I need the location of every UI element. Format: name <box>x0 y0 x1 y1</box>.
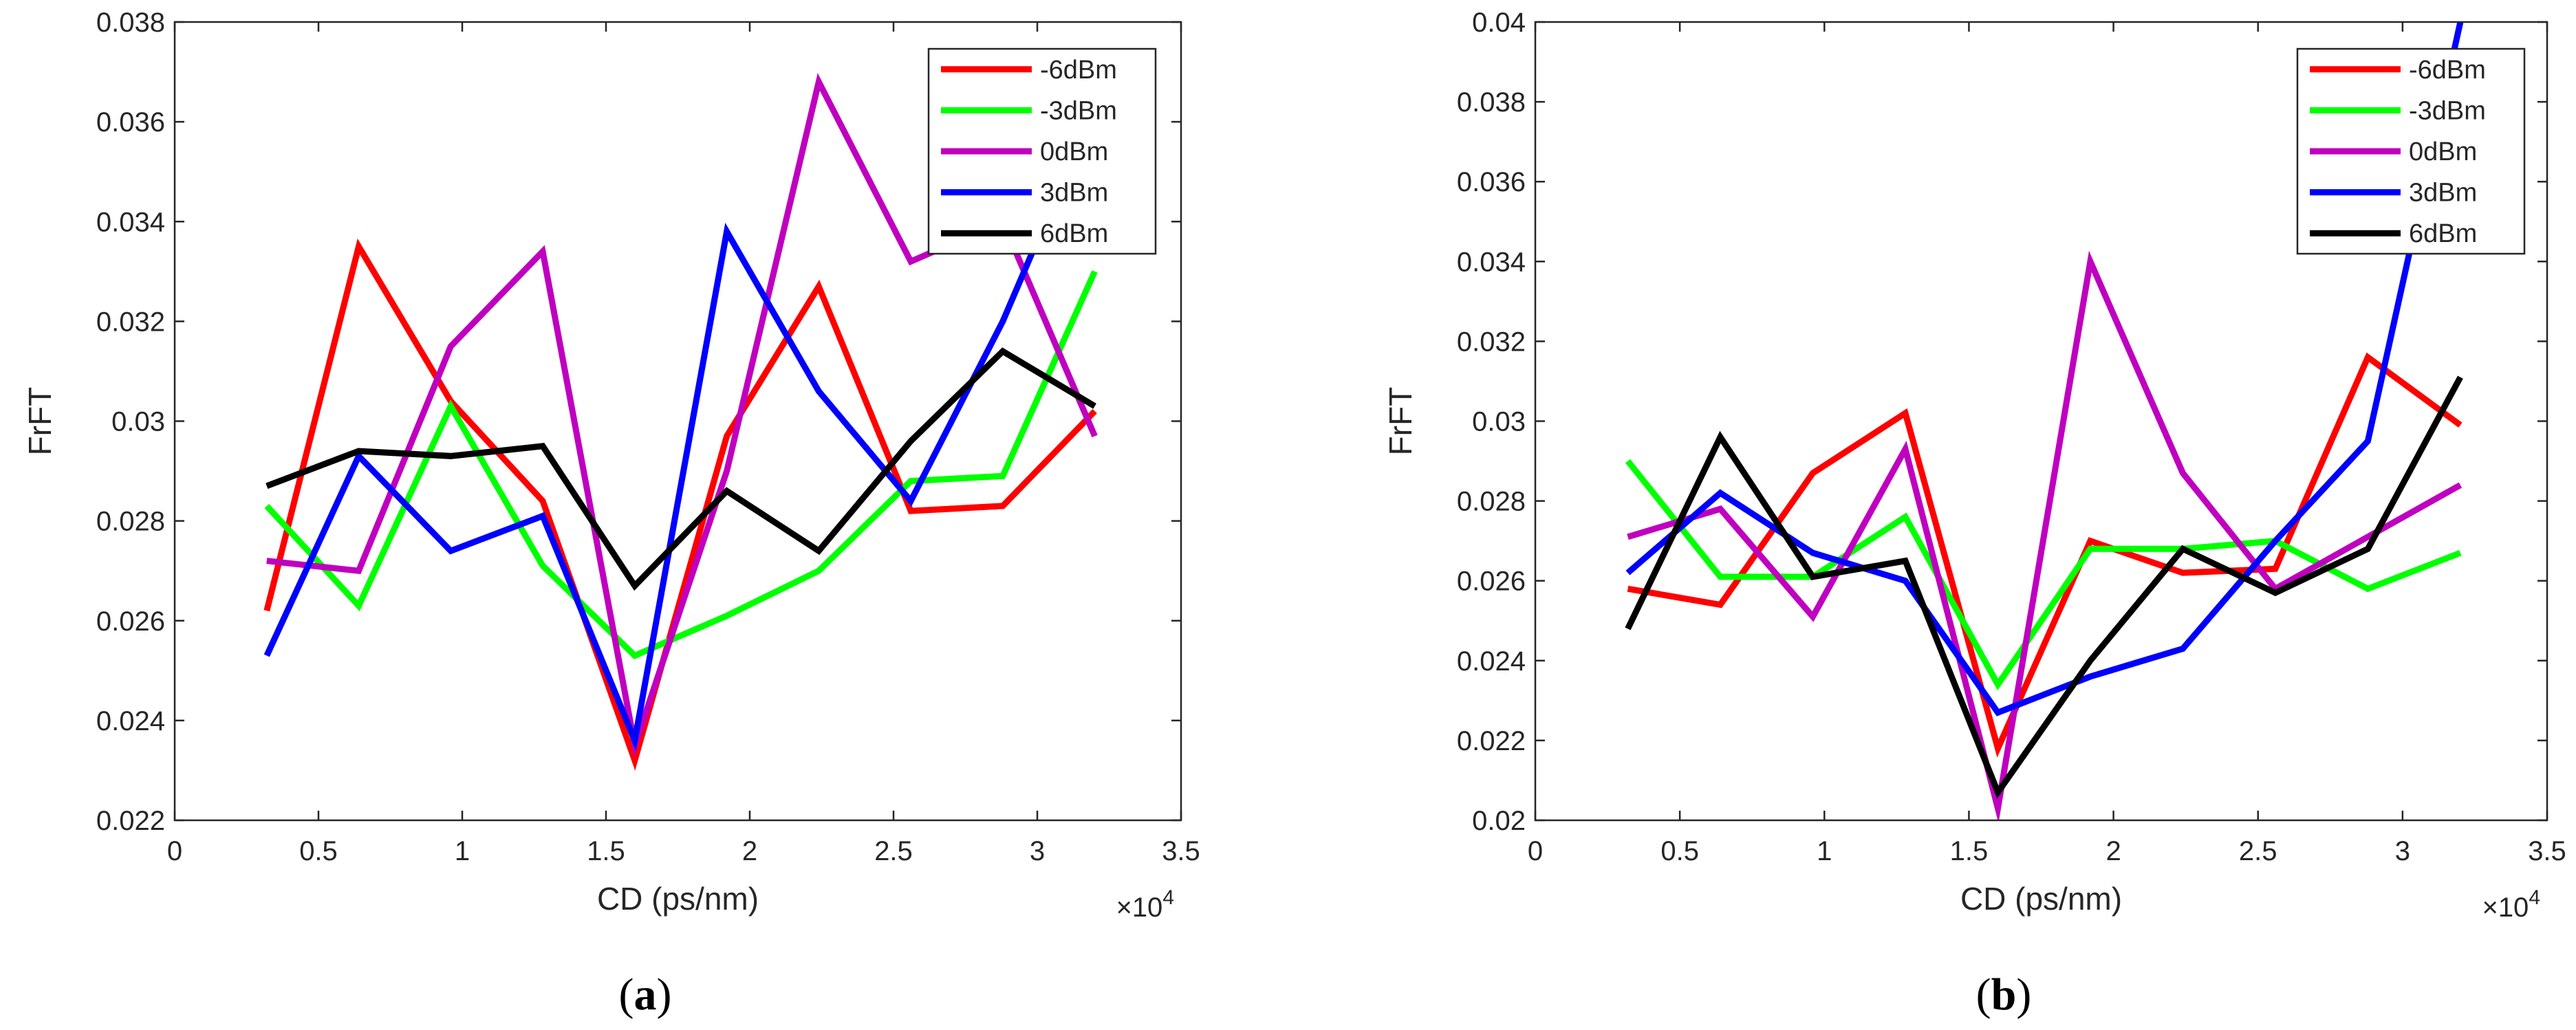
legend-label: -6dBm <box>2409 56 2486 85</box>
y-tick-label: 0.028 <box>96 507 165 537</box>
y-tick-label: 0.028 <box>1457 487 1526 517</box>
legend-label: 3dBm <box>2409 179 2477 208</box>
y-tick-label: 0.038 <box>1457 87 1526 118</box>
y-tick-label: 0.038 <box>96 8 165 38</box>
legend-label: 3dBm <box>1040 179 1108 208</box>
x-exponent-base: ×10 <box>2482 892 2529 923</box>
legend-item: -6dBm <box>941 56 1117 85</box>
x-tick-label: 1.5 <box>1950 836 1989 866</box>
legend-label: 6dBm <box>1040 219 1108 248</box>
x-tick-label: 2 <box>2106 836 2121 866</box>
y-tick-label: 0.024 <box>96 706 165 736</box>
y-tick-label: 0.024 <box>1457 646 1526 677</box>
x-tick-label: 2 <box>742 836 757 866</box>
legend-item: 3dBm <box>2310 179 2477 208</box>
legend-item: 6dBm <box>941 219 1108 248</box>
y-tick-label: 0.03 <box>1472 407 1526 437</box>
panel-b: 0 0.5 1 1.5 2 2.5 3 3.5 0.02 0.022 0.024 0.026 0.028… <box>1383 8 2566 1020</box>
x-tick-label: 3 <box>1030 836 1045 866</box>
x-exponent-label: ×104 <box>1116 886 1174 923</box>
y-tick-label: 0.04 <box>1472 8 1526 38</box>
legend-item: -3dBm <box>2310 96 2486 125</box>
y-tick-label: 0.026 <box>96 606 165 637</box>
legend-label: -3dBm <box>2409 96 2486 125</box>
x-tick-label: 2.5 <box>2239 836 2277 866</box>
legend-item: -6dBm <box>2310 56 2486 85</box>
legend-label: 6dBm <box>2409 219 2477 248</box>
x-tick-label: 3.5 <box>2528 836 2566 866</box>
series-line--6dBm <box>263 238 1097 771</box>
series-line--6dBm <box>1627 352 2463 758</box>
panel-letter: a <box>634 969 657 1020</box>
x-tick-label: 3 <box>2395 836 2410 866</box>
y-axis-label: FrFT <box>1383 387 1418 456</box>
legend: -6dBm -3dBm 0dBm 3dBm 6dBm <box>2296 47 2526 255</box>
x-tick-label: 1 <box>1817 836 1832 866</box>
y-tick-label: 0.032 <box>1457 327 1526 357</box>
x-tick-label: 0 <box>167 836 182 866</box>
y-tick-label: 0.022 <box>1457 726 1526 756</box>
x-tick-label: 3.5 <box>1162 836 1200 866</box>
x-exponent-base: ×10 <box>1116 892 1162 923</box>
x-tick-label: 0.5 <box>299 836 338 866</box>
x-axis-label: CD (ps/nm) <box>597 881 759 917</box>
legend-item: 3dBm <box>941 179 1108 208</box>
y-axis-label: FrFT <box>22 387 58 456</box>
panel-caption: (a) <box>619 969 672 1020</box>
x-exponent-label: ×104 <box>2482 886 2540 923</box>
series-line-0dBm <box>1627 250 2463 820</box>
panel-caption: (b) <box>1976 969 2032 1020</box>
legend-label: 0dBm <box>2409 138 2477 166</box>
x-tick-label: 1.5 <box>587 836 625 866</box>
series-line-6dBm <box>1625 375 2463 799</box>
x-tick-label: 1 <box>455 836 470 866</box>
x-tick-label: 0.5 <box>1660 836 1699 866</box>
x-tick-label: 2.5 <box>874 836 913 866</box>
y-tick-label: 0.03 <box>111 407 165 437</box>
series-line-6dBm <box>266 347 1096 591</box>
x-exponent-power: 4 <box>1162 886 1174 909</box>
y-tick-label: 0.034 <box>1457 247 1526 277</box>
panel-a: 0 0.5 1 1.5 2 2.5 3 3.5 0.022 0.024 0.026 0.028 0.03… <box>22 8 1200 1020</box>
legend-label: 0dBm <box>1040 138 1108 166</box>
x-axis-label: CD (ps/nm) <box>1960 881 2122 917</box>
legend-label: -3dBm <box>1040 96 1117 125</box>
y-tick-label: 0.034 <box>96 207 165 237</box>
y-tick-label: 0.032 <box>96 307 165 337</box>
y-tick-label: 0.02 <box>1472 806 1526 836</box>
legend-item: 0dBm <box>2310 138 2477 166</box>
y-tick-label: 0.022 <box>96 806 165 836</box>
legend-item: 0dBm <box>941 138 1108 166</box>
legend-item: 6dBm <box>2310 219 2477 248</box>
x-tick-label: 0 <box>1528 836 1543 866</box>
series-line-3dBm <box>1625 22 2464 716</box>
legend-item: -3dBm <box>941 96 1117 125</box>
y-tick-label: 0.026 <box>1457 567 1526 597</box>
series-lines <box>1625 22 2464 820</box>
panel-letter: b <box>1991 969 2017 1020</box>
x-exponent-power: 4 <box>2529 886 2540 909</box>
y-tick-label: 0.036 <box>1457 167 1526 197</box>
series-line-3dBm <box>263 105 1098 752</box>
legend-label: -6dBm <box>1040 56 1117 85</box>
legend: -6dBm -3dBm 0dBm 3dBm 6dBm <box>927 47 1157 255</box>
y-tick-label: 0.036 <box>96 107 165 138</box>
